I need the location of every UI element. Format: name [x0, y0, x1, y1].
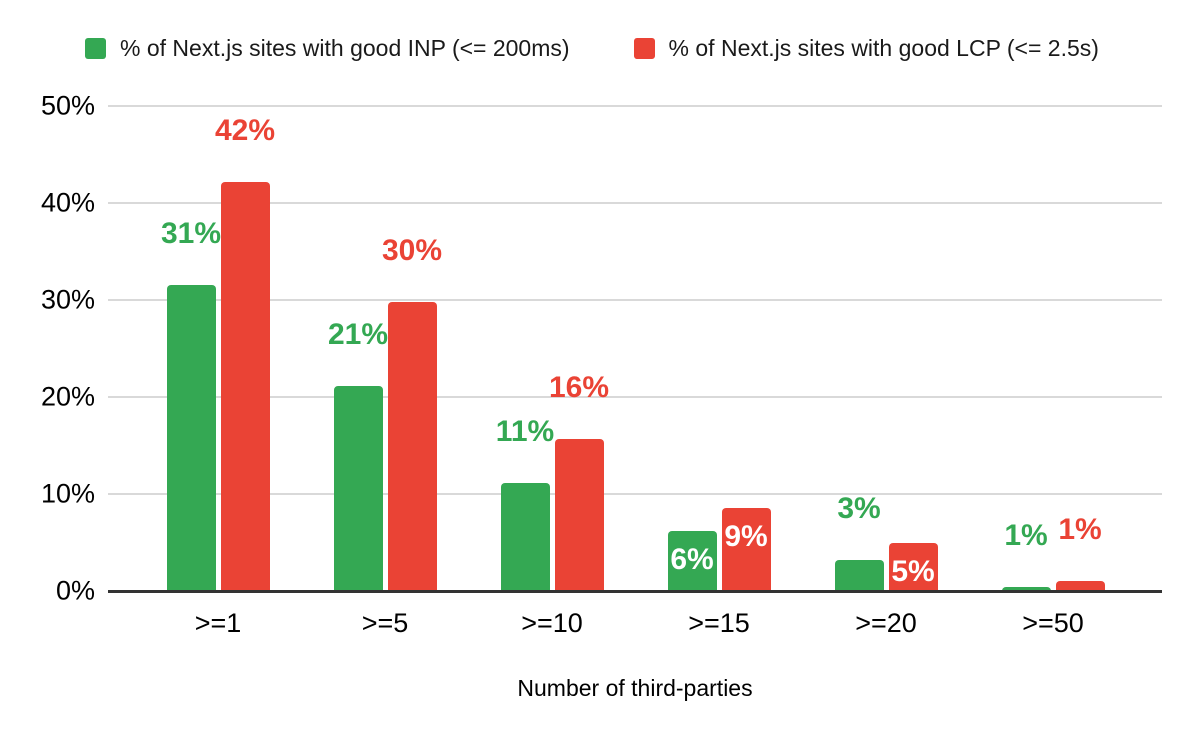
y-axis-label: 40%	[40, 187, 95, 218]
y-axis-label: 0%	[55, 575, 95, 606]
legend-item-lcp: % of Next.js sites with good LCP (<= 2.5…	[633, 35, 1099, 62]
legend-item-inp: % of Next.js sites with good INP (<= 200…	[85, 35, 570, 62]
inp-bar->=15	[667, 530, 717, 591]
bar-group->=20: 3% 5% >=20	[834, 106, 938, 638]
lcp-bar->=20	[888, 542, 938, 591]
value-label-lcp->=5: 30%	[381, 233, 443, 267]
value-label-lcp->=50: 1%	[1058, 513, 1102, 547]
x-tick->=5: >=5	[361, 608, 409, 638]
legend: % of Next.js sites with good INP (<= 200…	[85, 35, 1099, 62]
gridline-40%	[108, 202, 1162, 204]
inp-series-swatch	[85, 38, 106, 59]
lcp-series-swatch	[633, 38, 655, 59]
gridline-50%	[108, 105, 1162, 107]
bar-group->=10: 11% 16% >=10	[496, 106, 609, 638]
y-axis-label: 30%	[40, 284, 95, 315]
x-tick->=15: >=15	[688, 608, 750, 638]
lcp-bar->=5	[387, 301, 437, 591]
value-label-inp->=20: 3%	[837, 491, 881, 525]
bar-group->=15: 6% 9% >=15	[667, 106, 771, 638]
y-axis-label: 50%	[40, 90, 95, 121]
x-tick->=20: >=20	[855, 608, 917, 638]
value-label-lcp->=15: 9%	[724, 519, 768, 553]
value-label-inp->=1: 31%	[160, 217, 222, 251]
value-label-inp->=15: 6%	[670, 542, 714, 576]
value-label-lcp->=20: 5%	[891, 554, 935, 588]
x-tick->=10: >=10	[521, 608, 583, 638]
lcp-bar->=15	[721, 507, 771, 591]
y-axis-label: 20%	[40, 381, 95, 412]
x-tick->=1: >=1	[194, 608, 242, 638]
value-label-inp->=50: 1%	[1004, 519, 1048, 553]
inp-series-label: % of Next.js sites with good INP (<= 200…	[120, 35, 570, 61]
bar-group->=50: 1% 1% >=50	[1001, 106, 1105, 638]
value-label-lcp->=1: 42%	[214, 113, 276, 147]
gridline-20%	[108, 396, 1162, 398]
x-tick->=50: >=50	[1022, 608, 1084, 638]
gridline-10%	[108, 493, 1162, 495]
lcp-series-label: % of Next.js sites with good LCP (<= 2.5…	[668, 35, 1099, 61]
gridline-30%	[108, 299, 1162, 301]
x-axis-title: Number of third-parties	[517, 675, 753, 701]
x-axis-line	[108, 590, 1162, 593]
lcp-bar->=50	[1055, 581, 1105, 591]
inp-bar->=10	[500, 483, 550, 591]
value-label-lcp->=10: 16%	[548, 370, 610, 404]
inp-bar->=1	[166, 285, 216, 591]
bar-group->=1: 31% 42% >=1	[161, 106, 275, 638]
value-label-inp->=10: 11%	[495, 415, 555, 449]
inp-bar->=50	[1001, 587, 1051, 591]
bar-group->=5: 21% 30% >=5	[328, 106, 442, 638]
lcp-bar->=1	[220, 181, 270, 591]
value-label-inp->=5: 21%	[327, 318, 389, 352]
plot-area: 0% 10% 20% 30% 40% 50% 31% 42% >=1 21% 30% >=5 11% 16…	[41, 92, 1162, 638]
lcp-bar->=10	[554, 438, 604, 591]
y-axis-label: 10%	[40, 478, 95, 509]
inp-bar->=5	[333, 386, 383, 591]
inp-bar->=20	[834, 559, 884, 591]
